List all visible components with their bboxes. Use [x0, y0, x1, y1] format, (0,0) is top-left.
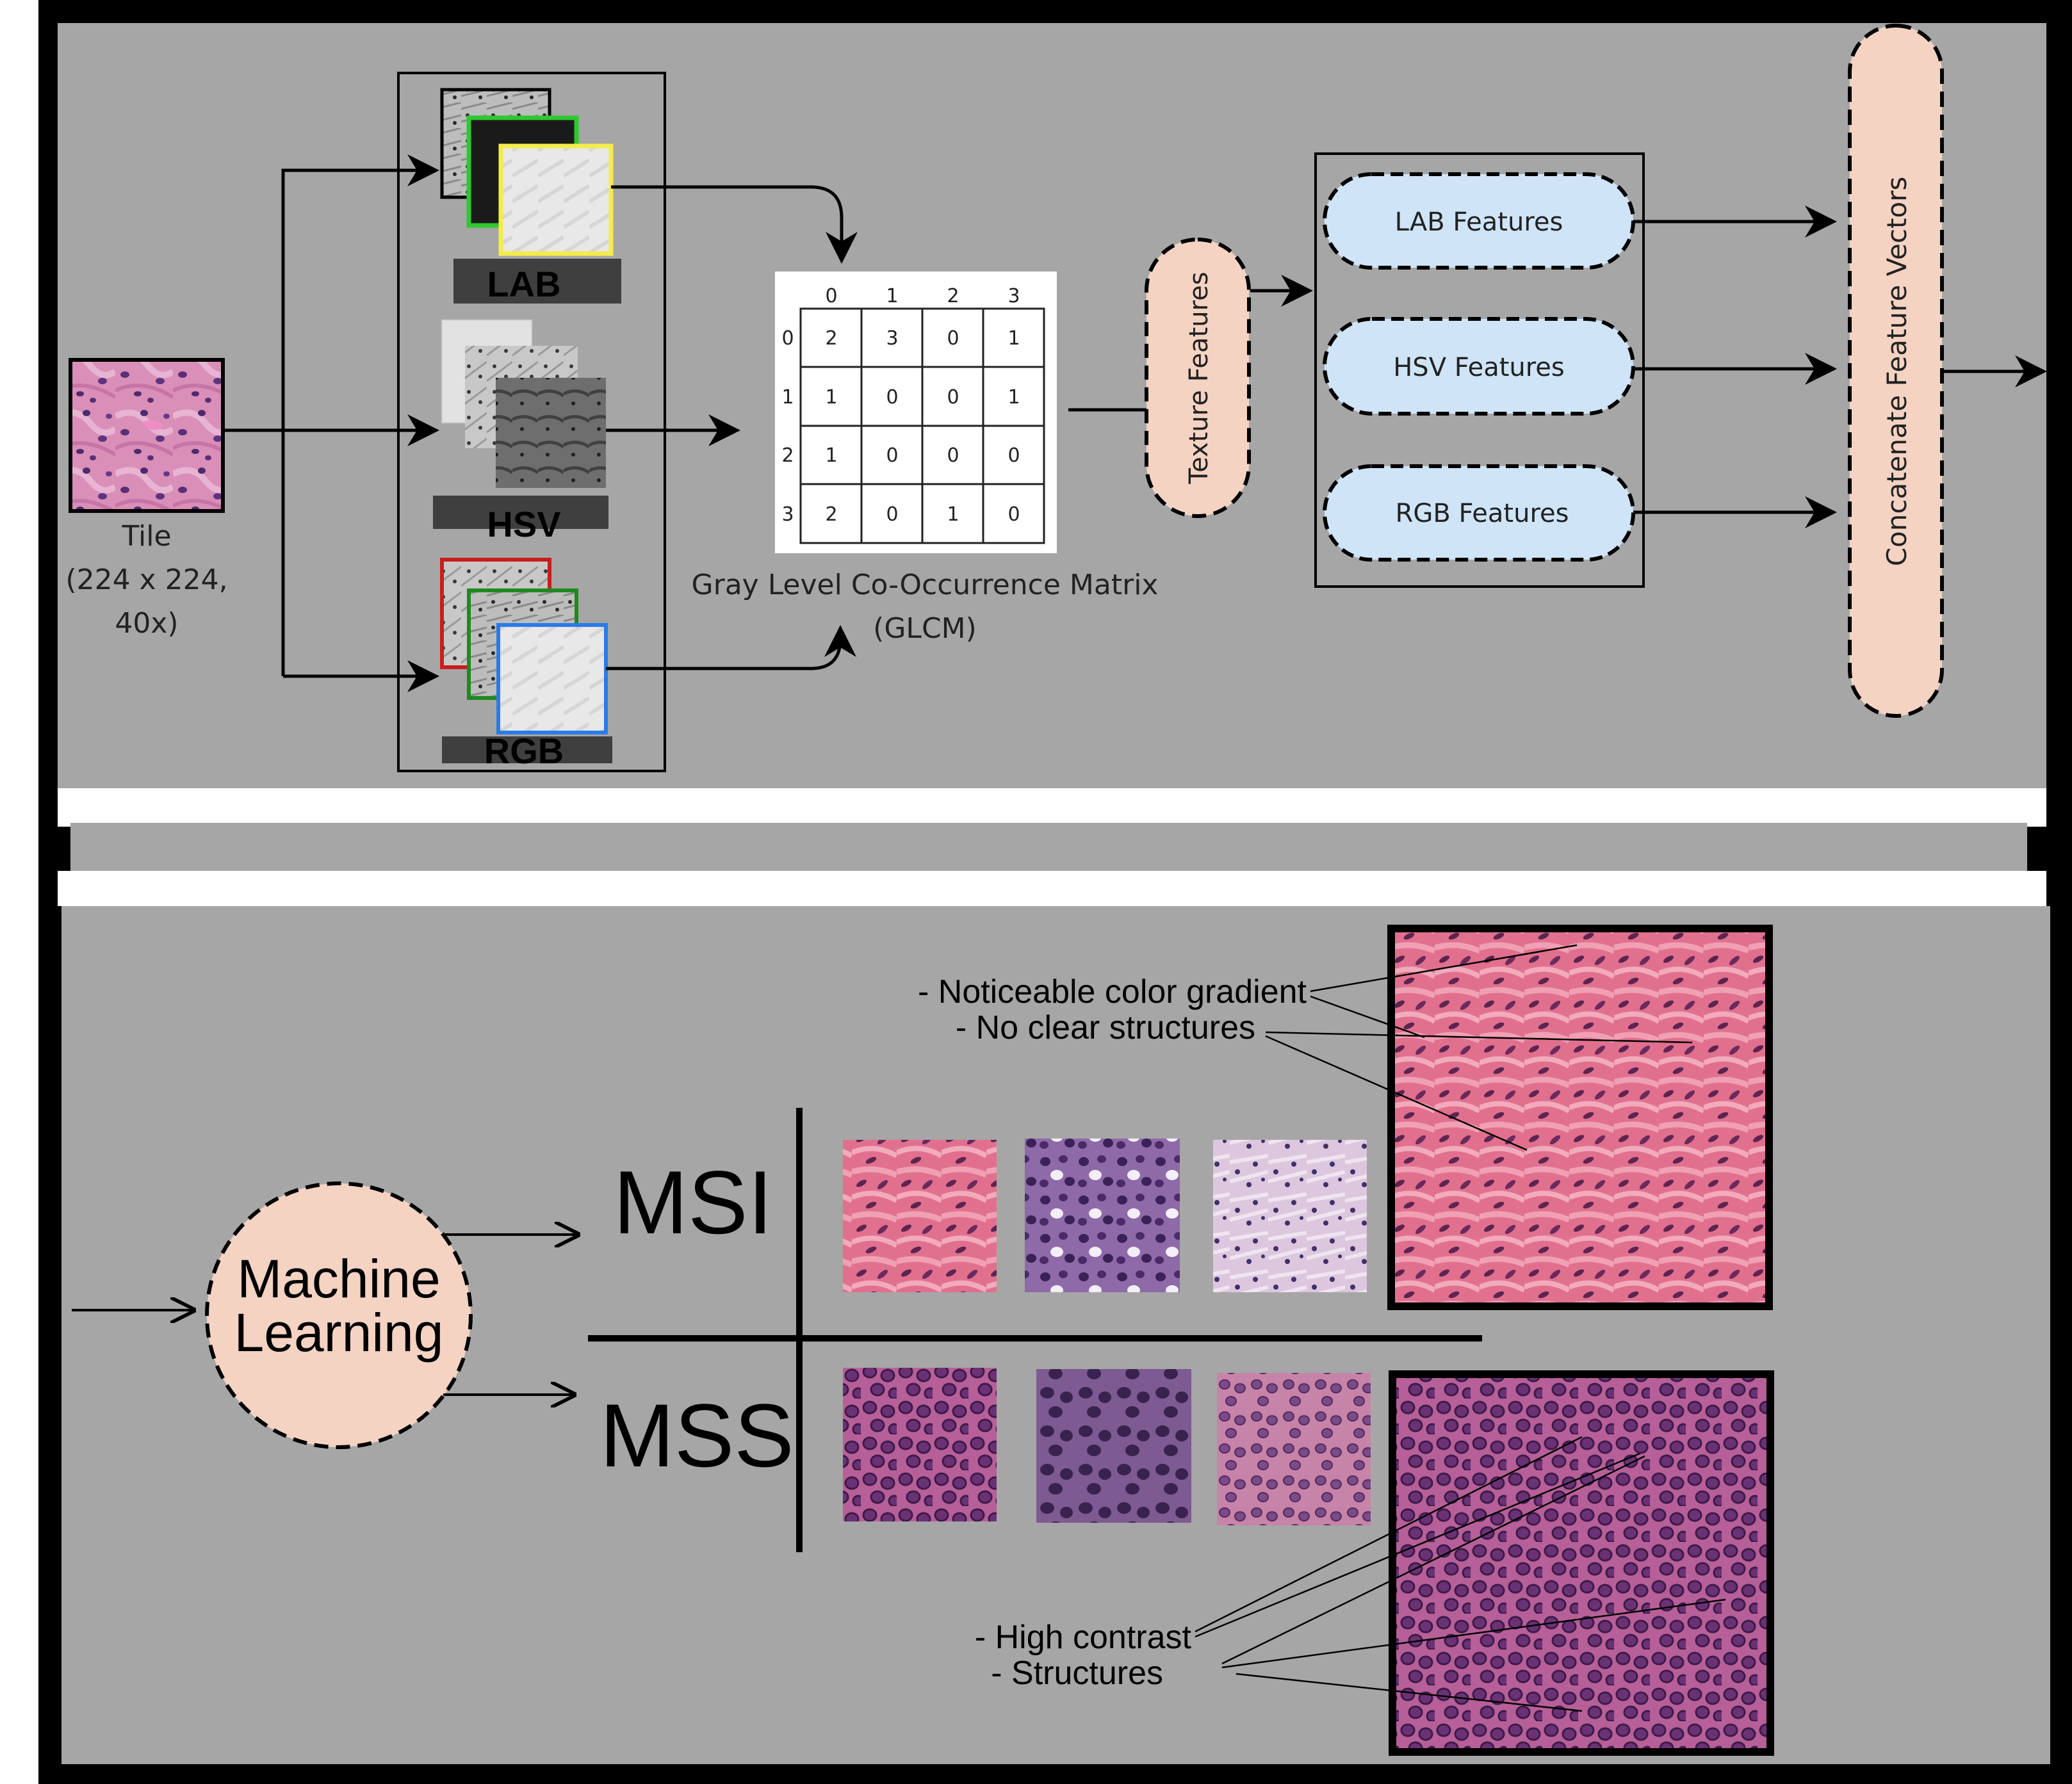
tile-label-line3: 40x) [115, 607, 178, 640]
separator-bar [70, 823, 2027, 871]
mss-note-leader-lines [1195, 1436, 1726, 1712]
glcm-cell: 1 [825, 444, 837, 467]
mss-zoom-image [1389, 1370, 1774, 1756]
tile-image [69, 358, 225, 513]
glcm-cell: 2 [825, 503, 837, 526]
glcm-cell: 3 [886, 327, 898, 350]
glcm-col-header: 1 [886, 285, 898, 307]
glcm-row-header: 3 [781, 503, 794, 526]
color-space-box [397, 72, 666, 772]
glcm-cell: 0 [1007, 444, 1020, 467]
glcm-col-header: 2 [947, 285, 959, 307]
glcm-cell: 0 [1007, 503, 1020, 526]
msi-zoom-image [1387, 925, 1773, 1310]
glcm-row-header: 2 [781, 444, 794, 467]
glcm-cell: 0 [947, 386, 959, 409]
hsv-label: HSV [487, 504, 560, 544]
separator-white-top [58, 788, 2046, 827]
hsv-features-label: HSV Features [1393, 353, 1565, 382]
msi-label: MSI [614, 1152, 773, 1253]
glcm-row-header: 1 [781, 386, 794, 409]
glcm-cell: 0 [947, 327, 959, 350]
glcm-cell: 2 [825, 327, 837, 350]
glcm-caption-line1: Gray Level Co-Occurrence Matrix [692, 569, 1159, 601]
mss-sample-tile [843, 1368, 997, 1521]
texture-features-pill [1145, 238, 1251, 518]
mss-note-contrast: - High contrast [975, 1619, 1192, 1656]
machine-learning-line2: Learning [234, 1302, 444, 1363]
glcm-cell: 1 [1007, 386, 1020, 409]
glcm-col-header: 0 [825, 285, 837, 307]
glcm-col-header: 3 [1007, 285, 1020, 307]
separator-white-bottom [58, 871, 2046, 906]
glcm-row-header: 0 [781, 327, 794, 350]
msi-sample-tile [843, 1140, 997, 1292]
rgb-label: RGB [484, 731, 564, 771]
machine-learning-circle [205, 1181, 473, 1449]
msi-note-leader-lines [1265, 944, 1693, 1151]
mss-label: MSS [600, 1385, 794, 1486]
machine-learning-line1: Machine [237, 1249, 441, 1309]
glcm-cell: 0 [947, 444, 959, 467]
rgb-label-bg [442, 736, 612, 763]
glcm-cell: 1 [825, 386, 837, 409]
features-to-concat-arrows [1633, 206, 1837, 528]
glcm-matrix: 0 1 2 3 0 1 2 3 2 3 0 1 1 0 0 1 1 0 0 0 … [775, 272, 1057, 553]
hsv-image-stack [441, 320, 606, 488]
lab-label-bg [453, 259, 621, 304]
glcm-cell: 0 [886, 503, 898, 526]
lab-label: LAB [487, 264, 560, 304]
concatenate-label: Concatenate Feature Vectors [1881, 177, 1913, 567]
glcm-cell: 1 [947, 503, 959, 526]
hsv-features-pill [1323, 317, 1635, 416]
glcm-input-arrows [606, 185, 858, 670]
rgb-features-label: RGB Features [1396, 499, 1569, 528]
mss-note-structures: - Structures [991, 1655, 1163, 1692]
msi-note-structures: - No clear structures [956, 1009, 1255, 1046]
ml-output-arrows [443, 1235, 578, 1395]
msi-note-gradient: - Noticeable color gradient [918, 973, 1307, 1010]
glcm-caption-line2: (GLCM) [873, 612, 977, 645]
mss-sample-tile [1217, 1373, 1371, 1525]
rgb-image-stack [440, 558, 608, 734]
lab-features-label: LAB Features [1395, 207, 1563, 237]
hsv-label-bg [433, 496, 608, 529]
tile-label-line1: Tile [121, 520, 171, 553]
lab-image-stack [440, 88, 614, 256]
tile-label-line2: (224 x 224, [65, 564, 227, 596]
glcm-cell: 0 [886, 444, 898, 467]
glcm-cell: 0 [886, 386, 898, 409]
msi-sample-tile [1025, 1139, 1180, 1292]
glcm-cell: 1 [1007, 327, 1020, 350]
texture-features-label: Texture Features [1184, 272, 1214, 484]
msi-sample-tile [1213, 1140, 1367, 1292]
mss-sample-tile [1036, 1369, 1191, 1523]
